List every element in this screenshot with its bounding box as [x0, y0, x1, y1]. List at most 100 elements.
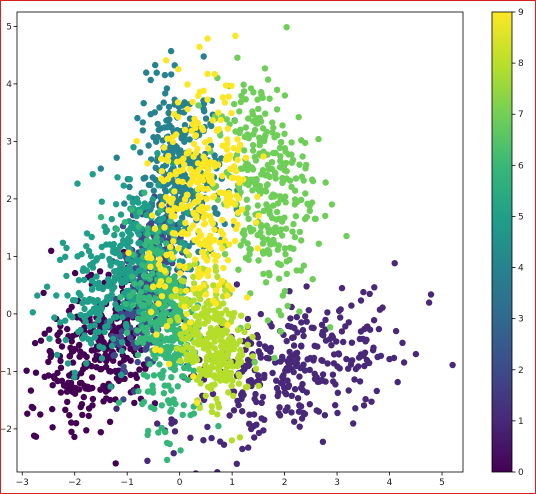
- data-point: [345, 387, 352, 394]
- data-point: [391, 260, 398, 267]
- data-point: [174, 383, 181, 390]
- data-point: [204, 317, 212, 325]
- data-point: [237, 98, 244, 106]
- data-point: [315, 135, 322, 143]
- data-point: [273, 216, 280, 223]
- data-point: [184, 230, 192, 238]
- data-point: [281, 245, 289, 252]
- data-point: [379, 304, 386, 311]
- data-point: [63, 388, 71, 395]
- data-point: [202, 291, 210, 298]
- data-point: [225, 282, 232, 289]
- data-point: [180, 401, 187, 409]
- data-point: [253, 421, 260, 428]
- data-point: [205, 267, 212, 274]
- data-point: [177, 270, 184, 277]
- data-point: [329, 371, 337, 378]
- data-point: [277, 226, 285, 233]
- data-point: [201, 211, 209, 218]
- data-point: [31, 339, 39, 347]
- data-point: [99, 252, 106, 260]
- data-point: [291, 201, 298, 208]
- data-point: [163, 85, 171, 92]
- data-point: [210, 194, 217, 201]
- data-point: [199, 248, 207, 256]
- data-point: [156, 270, 163, 277]
- data-point: [176, 108, 183, 116]
- data-point: [228, 109, 235, 117]
- data-point: [163, 251, 170, 259]
- data-point: [279, 354, 286, 361]
- data-point: [180, 155, 187, 162]
- data-point: [114, 174, 121, 181]
- data-point: [195, 102, 202, 109]
- data-point: [319, 328, 326, 335]
- data-point: [126, 194, 133, 201]
- data-point: [137, 149, 144, 156]
- data-point: [247, 377, 255, 384]
- data-point: [183, 287, 190, 294]
- data-point: [209, 220, 216, 227]
- data-point: [300, 332, 307, 340]
- data-point: [181, 263, 188, 270]
- data-point: [298, 343, 305, 350]
- data-point: [231, 237, 239, 245]
- data-point: [111, 277, 118, 285]
- data-point: [162, 90, 169, 97]
- data-point: [147, 76, 154, 84]
- data-point: [238, 92, 245, 100]
- data-point: [148, 334, 155, 342]
- data-point: [194, 179, 201, 186]
- data-point: [157, 206, 164, 214]
- data-point: [89, 402, 96, 409]
- data-point: [165, 277, 173, 284]
- data-point: [134, 315, 142, 322]
- data-point: [74, 253, 81, 260]
- data-point: [200, 105, 207, 113]
- data-point: [155, 300, 162, 307]
- data-point: [289, 334, 296, 341]
- data-point: [126, 292, 134, 300]
- data-point: [146, 299, 153, 306]
- data-point: [110, 335, 117, 343]
- data-point: [183, 351, 190, 358]
- data-point: [115, 399, 123, 406]
- data-point: [255, 372, 262, 379]
- data-point: [82, 385, 89, 392]
- data-point: [106, 418, 114, 425]
- data-point: [164, 157, 172, 165]
- data-point: [204, 423, 211, 431]
- data-point: [201, 253, 208, 261]
- data-point: [225, 93, 232, 100]
- data-point: [81, 305, 88, 313]
- colorbar-tick-label: 5: [518, 212, 524, 222]
- data-point: [377, 352, 385, 360]
- data-point: [288, 409, 295, 416]
- data-point: [114, 305, 121, 312]
- data-point: [149, 283, 157, 291]
- data-point: [145, 427, 152, 435]
- data-point: [224, 321, 231, 329]
- data-point: [189, 350, 196, 357]
- data-point: [281, 92, 289, 99]
- data-point: [192, 256, 199, 263]
- data-point: [222, 156, 230, 163]
- data-point: [190, 273, 197, 281]
- data-point: [77, 292, 84, 299]
- data-point: [348, 302, 355, 309]
- data-point: [150, 372, 158, 379]
- data-point: [231, 100, 238, 108]
- data-point: [134, 114, 141, 122]
- data-point: [289, 228, 296, 235]
- data-point: [108, 215, 116, 223]
- data-point: [357, 328, 365, 335]
- data-point: [152, 61, 159, 69]
- data-point: [345, 365, 352, 372]
- data-point: [244, 383, 251, 390]
- data-point: [98, 198, 106, 205]
- data-point: [155, 182, 162, 189]
- data-point: [147, 263, 154, 270]
- data-point: [249, 187, 256, 194]
- data-point: [160, 144, 168, 151]
- data-point: [97, 386, 104, 393]
